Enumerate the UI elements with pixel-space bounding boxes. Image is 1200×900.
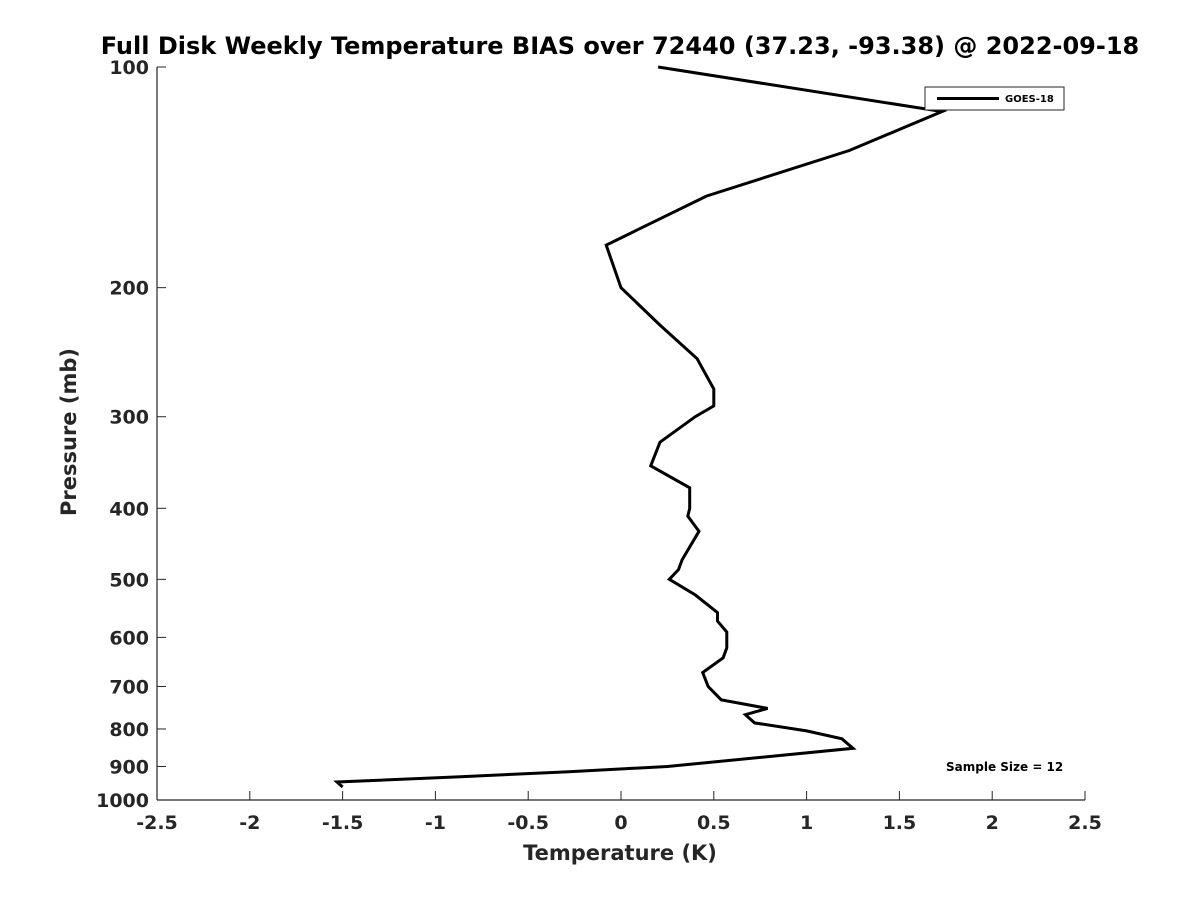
x-tick-label: 0 <box>614 812 627 834</box>
y-axis-label: Pressure (mb) <box>57 348 81 516</box>
y-axis-ticks: 100 200 300 400 500 600 700 800 900 1000 <box>96 57 166 812</box>
x-tick-label: 0.5 <box>697 812 731 834</box>
plot-area <box>333 65 948 789</box>
legend: GOES-18 <box>924 86 1065 111</box>
y-tick-label: 1000 <box>96 790 149 812</box>
x-tick-label: -0.5 <box>507 812 549 834</box>
x-tick-label: 1.5 <box>883 812 917 834</box>
y-tick-label: 800 <box>109 719 149 741</box>
x-tick-label: -2 <box>239 812 260 834</box>
sample-size-annotation: Sample Size = 12 <box>946 760 1063 774</box>
legend-label-goes-18: GOES-18 <box>1005 94 1054 105</box>
y-tick-label: 400 <box>109 498 149 520</box>
x-axis-label: Temperature (K) <box>523 841 717 865</box>
y-tick-label: 100 <box>109 57 149 79</box>
x-tick-label: -2.5 <box>136 812 178 834</box>
x-tick-label: -1.5 <box>322 812 364 834</box>
y-tick-label: 300 <box>109 407 149 429</box>
y-tick-label: 600 <box>109 627 149 649</box>
x-axis-ticks: -2.5 -2 -1.5 -1 -0.5 0 0.5 1 1.5 2 2.5 <box>136 791 1102 834</box>
x-tick-label: -1 <box>425 812 446 834</box>
x-tick-label: 1 <box>800 812 813 834</box>
y-tick-label: 700 <box>109 676 149 698</box>
y-tick-label: 900 <box>109 756 149 778</box>
chart-title: Full Disk Weekly Temperature BIAS over 7… <box>101 32 1140 60</box>
series-line-goes-18 <box>333 65 948 789</box>
x-tick-label: 2 <box>986 812 999 834</box>
y-tick-label: 500 <box>109 569 149 591</box>
y-tick-label: 200 <box>109 278 149 300</box>
x-tick-label: 2.5 <box>1068 812 1102 834</box>
